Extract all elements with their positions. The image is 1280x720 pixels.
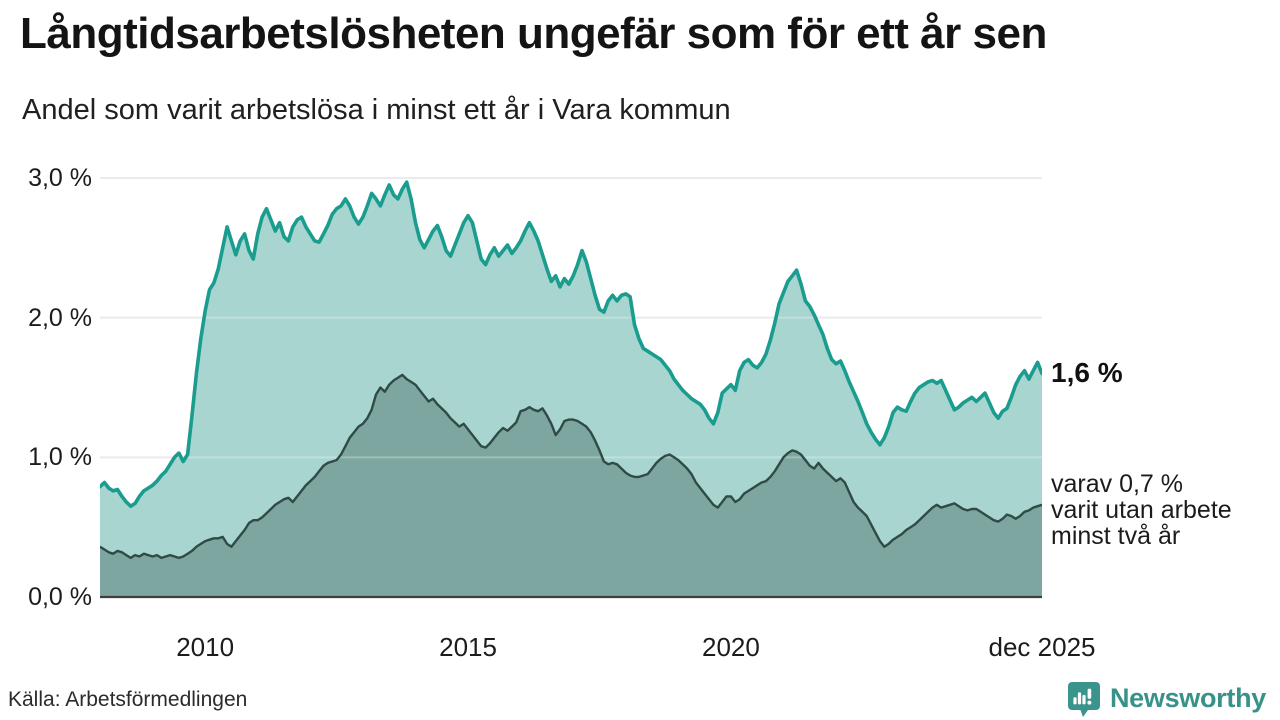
x-tick-label: dec 2025 — [988, 632, 1096, 662]
breakdown-line-2: varit utan arbete — [1051, 496, 1232, 524]
series-1-line — [100, 180, 1042, 508]
chart-subtitle: Andel som varit arbetslösa i minst ett å… — [22, 94, 731, 126]
chart-svg — [100, 177, 1042, 599]
y-tick-label: 2,0 % — [28, 303, 92, 332]
brand-name: Newsworthy — [1109, 683, 1266, 713]
latest-value-label: 1,6 % — [1051, 357, 1123, 388]
series-2-area — [100, 374, 1042, 597]
breakdown-annotation: varav 0,7 % varit utan arbete minst två … — [1051, 471, 1232, 549]
breakdown-line-1: varav 0,7 % — [1051, 470, 1184, 498]
series-2-line — [100, 373, 1042, 560]
breakdown-line-3: minst två år — [1051, 522, 1181, 550]
x-tick-label: 2015 — [439, 632, 497, 662]
brand-logo: Newsworthy — [1066, 680, 1266, 717]
x-tick-label: 2010 — [176, 632, 235, 662]
source-note: Källa: Arbetsförmedlingen — [8, 688, 248, 711]
newsworthy-icon — [1067, 682, 1100, 717]
chart-title: Långtidsarbetslösheten ungefär som för e… — [20, 9, 1047, 58]
y-tick-label: 0,0 % — [28, 583, 92, 611]
x-tick-label: 2020 — [701, 632, 760, 662]
y-tick-label: 1,0 % — [28, 443, 92, 472]
y-tick-label: 3,0 % — [28, 164, 92, 192]
